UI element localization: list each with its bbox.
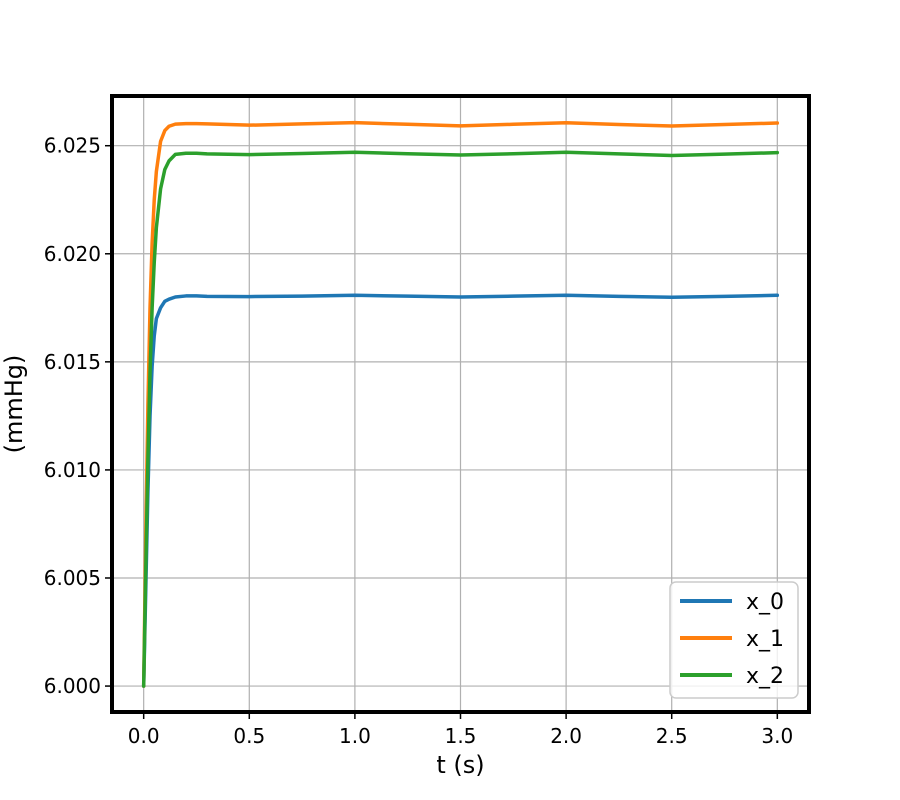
series-line-x0: [141, 293, 780, 688]
axis-ticks: 0.0 0.5 1.0 1.5 2.0 2.5 3.0 6.000 6.005 6.010 6.01…: [44, 134, 793, 748]
y-tick-label: 6.015: [44, 350, 101, 374]
x-tick-label: 3.0: [761, 724, 793, 748]
x-tick-label: 1.0: [339, 724, 371, 748]
y-tick-label: 6.005: [44, 566, 101, 590]
legend-box: [669, 581, 799, 699]
y-tick-label: 6.010: [44, 458, 101, 482]
series-group: [141, 120, 780, 688]
legend-label-x2: x_2: [746, 664, 784, 689]
x-tick-label: 2.5: [656, 724, 688, 748]
legend: x_0 x_1 x_2: [669, 581, 799, 699]
x-tick-label: 0.0: [128, 724, 160, 748]
legend-label-x0: x_0: [746, 590, 784, 615]
series-line-x2: [141, 150, 780, 688]
x-tick-label: 2.0: [550, 724, 582, 748]
y-axis-label: (mmHg): [0, 355, 28, 454]
series-line-x1: [141, 120, 780, 688]
x-axis-label: t (s): [436, 751, 484, 779]
y-tick-label: 6.020: [44, 242, 101, 266]
y-tick-label: 6.000: [44, 674, 101, 698]
x-tick-label: 0.5: [233, 724, 265, 748]
x-tick-label: 1.5: [445, 724, 477, 748]
legend-label-x1: x_1: [746, 627, 784, 652]
grid: [112, 96, 809, 712]
y-tick-label: 6.025: [44, 134, 101, 158]
